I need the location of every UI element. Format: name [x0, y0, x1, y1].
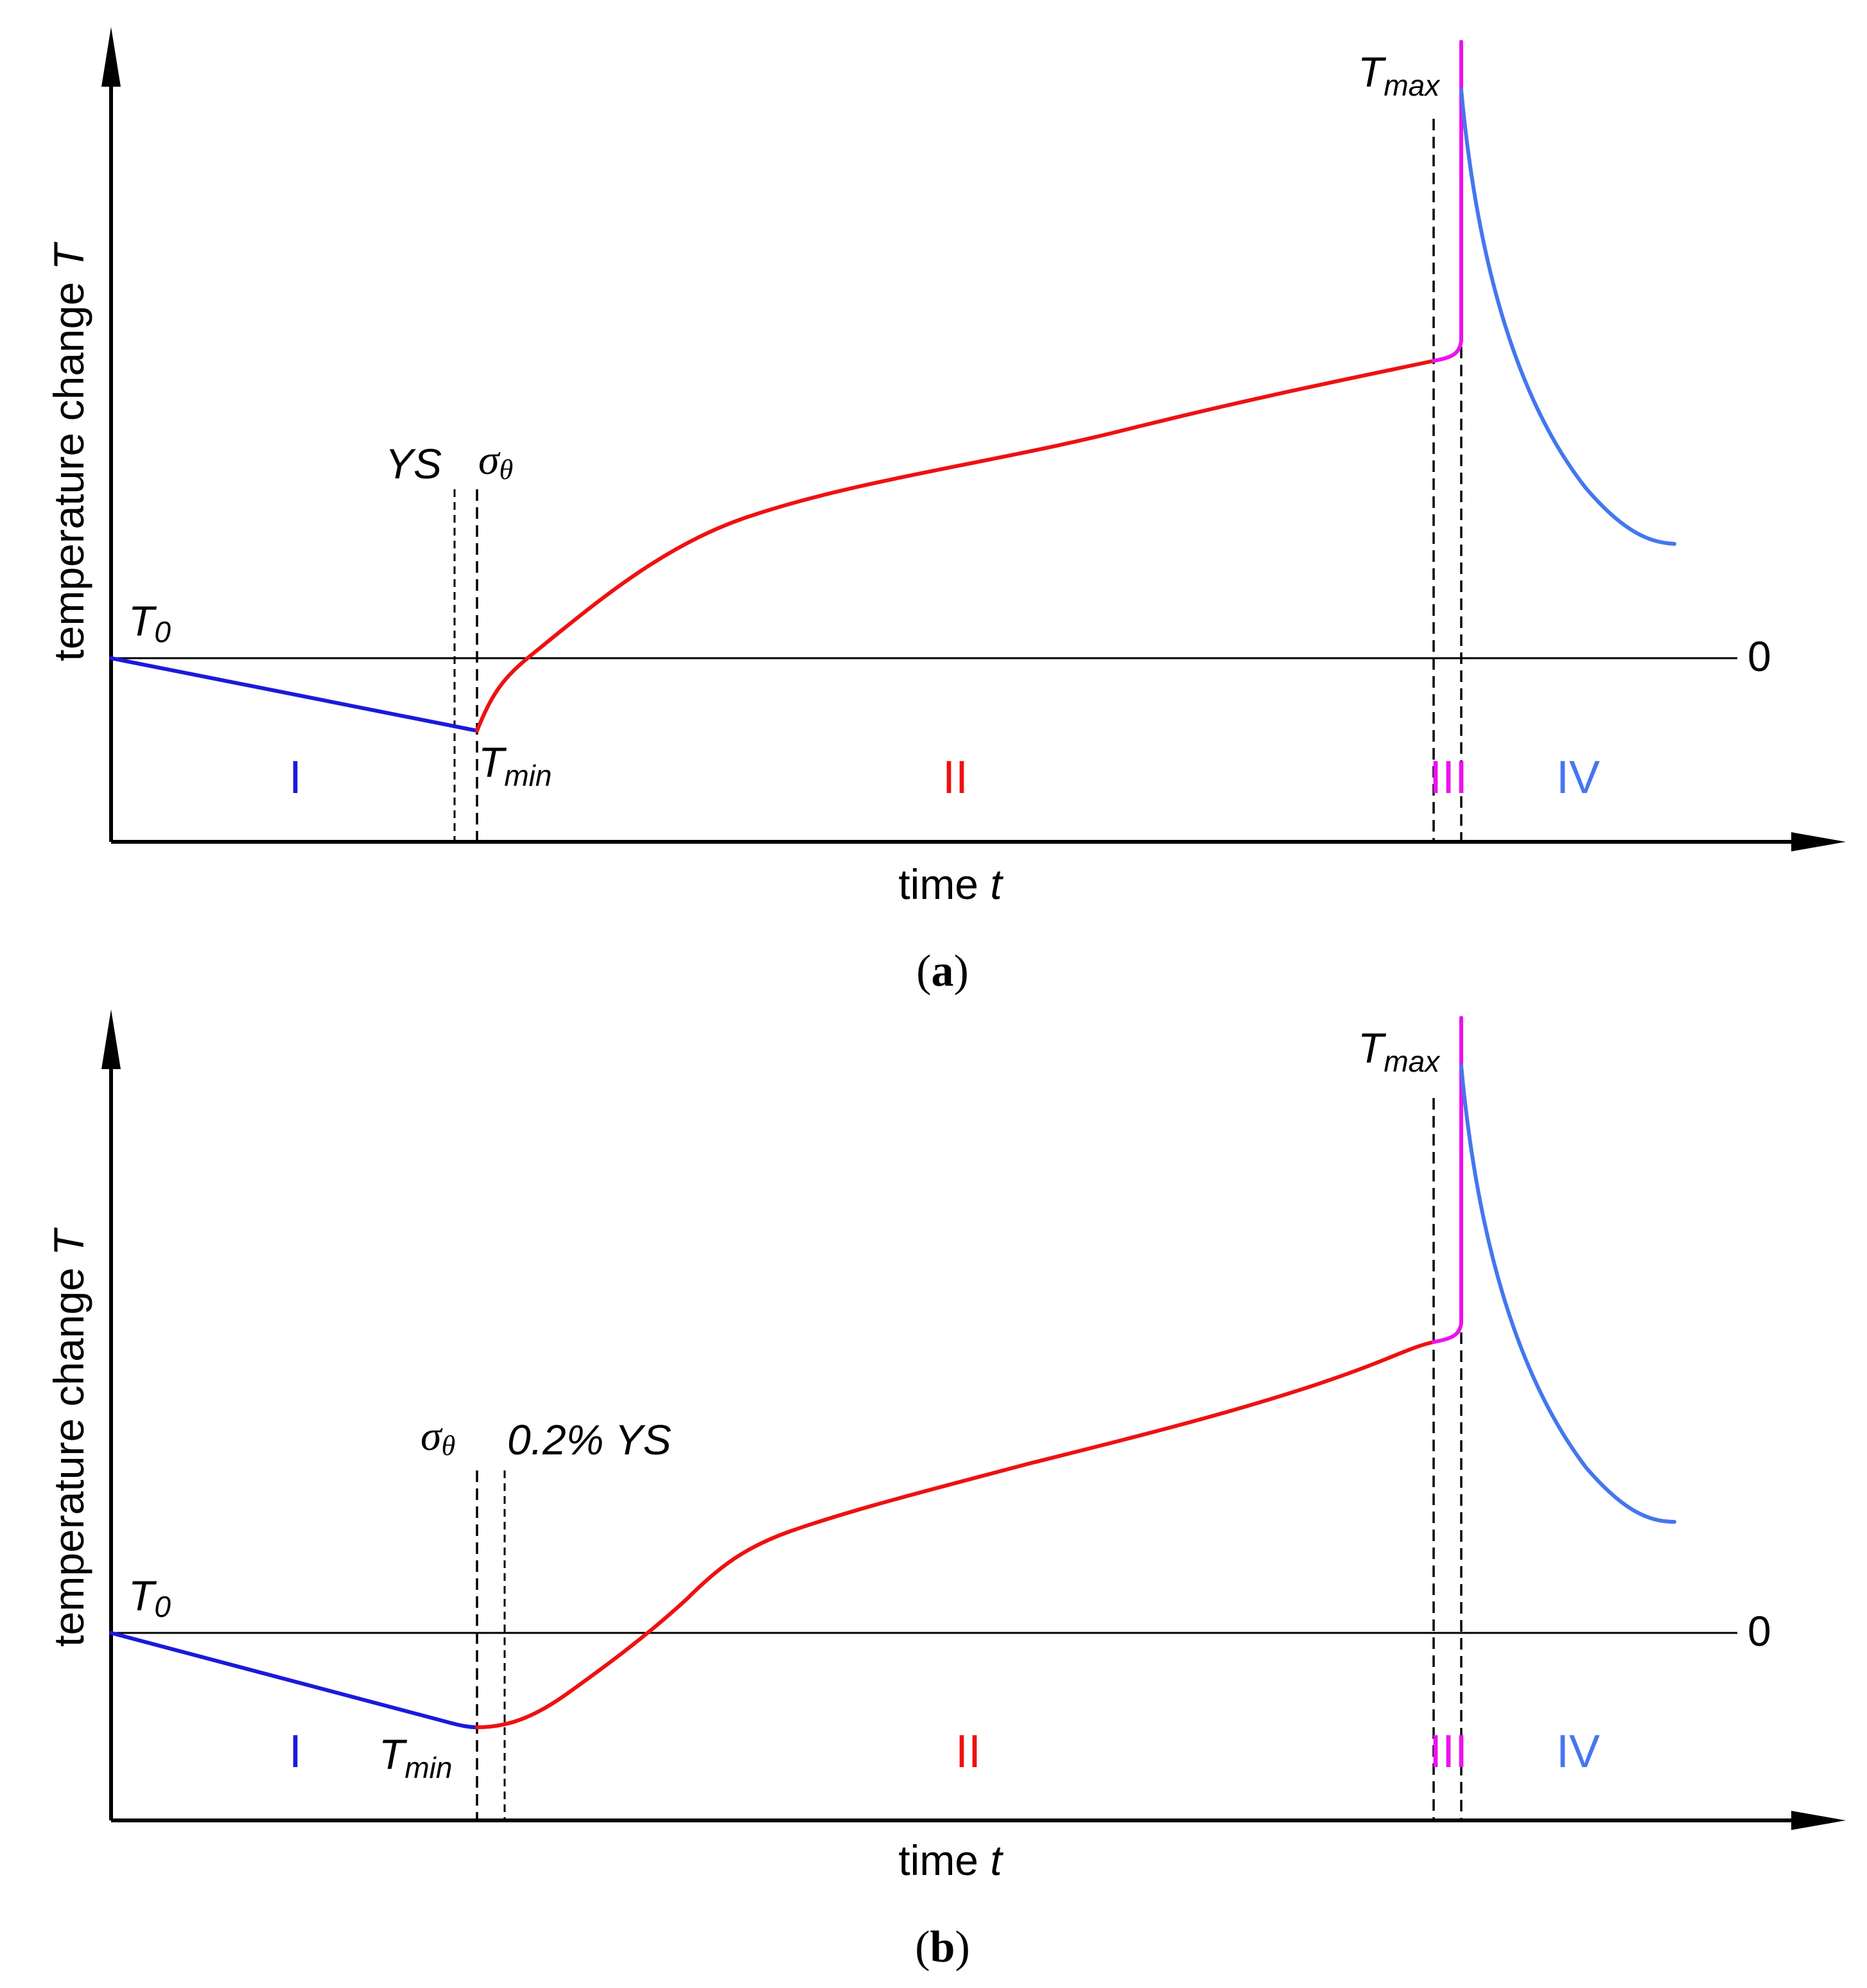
stage3-curve: [1432, 1016, 1463, 1344]
stage1-curve: [109, 1631, 479, 1729]
t0-label: T0: [128, 597, 171, 649]
x-axis-label: time t: [898, 1836, 1003, 1884]
stage-1-label: I: [289, 752, 302, 803]
zero-label: 0: [1748, 1607, 1771, 1655]
tmin-label: Tmin: [478, 738, 551, 792]
stage-1-label: I: [289, 1726, 302, 1777]
stage4-curve: [1459, 88, 1676, 546]
stage-3-label: III: [1429, 752, 1468, 803]
x-axis-label: time t: [898, 860, 1003, 908]
y-axis-label: temperature change T: [45, 241, 92, 661]
stage-3-label: III: [1429, 1726, 1468, 1777]
stage2-curve: [475, 359, 1436, 733]
stage-4-label: IV: [1556, 752, 1600, 803]
t0-label: T0: [128, 1572, 171, 1623]
caption-b: (b): [915, 1923, 970, 1972]
tmax-label: Tmax: [1358, 1024, 1441, 1078]
sigma-theta-label: σθ: [478, 437, 513, 485]
caption-a: (a): [916, 946, 969, 996]
panel-b: 0 temperature change T time t T0 Tmin Tm…: [45, 1009, 1846, 1972]
ys-label: YS: [385, 440, 442, 487]
y-axis-arrow-icon: [101, 27, 121, 87]
panel-a: 0 temperature change T time t T0 Tmin Tm…: [45, 27, 1846, 996]
x-axis-arrow-icon: [1791, 832, 1846, 851]
x-axis-arrow-icon: [1791, 1811, 1846, 1830]
zero-label: 0: [1748, 632, 1771, 680]
stage1-curve: [109, 656, 479, 733]
y-axis-label: temperature change T: [45, 1227, 92, 1647]
stage-2-label: II: [942, 752, 968, 803]
stage4-curve: [1459, 1064, 1676, 1524]
y-axis-arrow-icon: [101, 1009, 121, 1069]
stage-2-label: II: [955, 1726, 981, 1777]
stage2-curve: [475, 1340, 1436, 1729]
stage-4-label: IV: [1556, 1726, 1600, 1777]
stage3-curve: [1432, 40, 1463, 363]
tmax-label: Tmax: [1358, 48, 1441, 102]
sigma-theta-label: σθ: [421, 1413, 455, 1461]
tmin-label: Tmin: [379, 1731, 452, 1784]
ys-label: 0.2% YS: [507, 1416, 672, 1463]
